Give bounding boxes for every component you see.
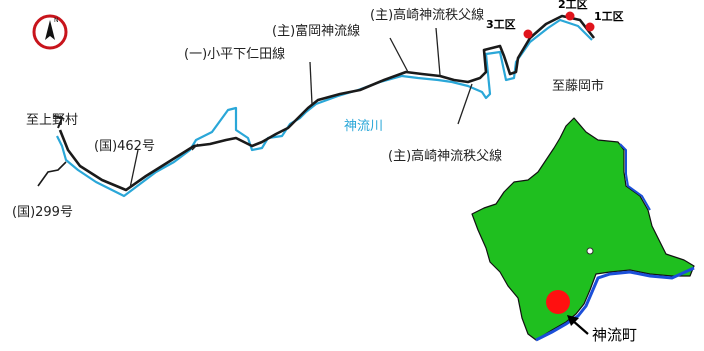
town-arrow-icon <box>567 315 589 335</box>
label-fujioka: 至藤岡市 <box>552 78 604 94</box>
section-dot-1 <box>585 22 595 32</box>
label-kohira-route: (一)小平下仁田線 <box>184 46 285 62</box>
section-dot-3 <box>523 29 533 39</box>
region-edge-east <box>619 143 651 211</box>
section-dot-2 <box>565 11 575 21</box>
label-town: 神流町 <box>592 326 637 344</box>
road-spur-ueno <box>53 115 64 129</box>
road-line <box>58 14 596 192</box>
region-center-marker <box>586 247 594 255</box>
compass-north-label: N <box>54 17 59 24</box>
label-lower-route: (主)高崎神流秩父線 <box>388 148 502 164</box>
label-route-462: (国)462号 <box>94 139 155 154</box>
label-river: 神流川 <box>344 119 383 134</box>
leader-lines <box>129 27 473 189</box>
inset-region-map <box>471 117 695 342</box>
river-line <box>56 18 593 198</box>
region-shape <box>471 117 695 341</box>
label-upper-route: (主)高崎神流秩父線 <box>370 7 484 23</box>
section-label-2: 2工区 <box>558 0 588 11</box>
north-compass-icon: N <box>32 14 68 50</box>
label-route-299: (国)299号 <box>12 205 73 220</box>
section-label-1: 1工区 <box>594 10 624 23</box>
section-markers <box>523 11 595 39</box>
label-tomioka-route: (主)富岡神流線 <box>272 23 360 39</box>
region-edge-south <box>535 266 695 342</box>
road-spur-299 <box>37 161 67 187</box>
section-label-3: 3工区 <box>486 18 516 31</box>
town-marker <box>546 290 570 314</box>
label-ueno: 至上野村 <box>26 113 78 128</box>
